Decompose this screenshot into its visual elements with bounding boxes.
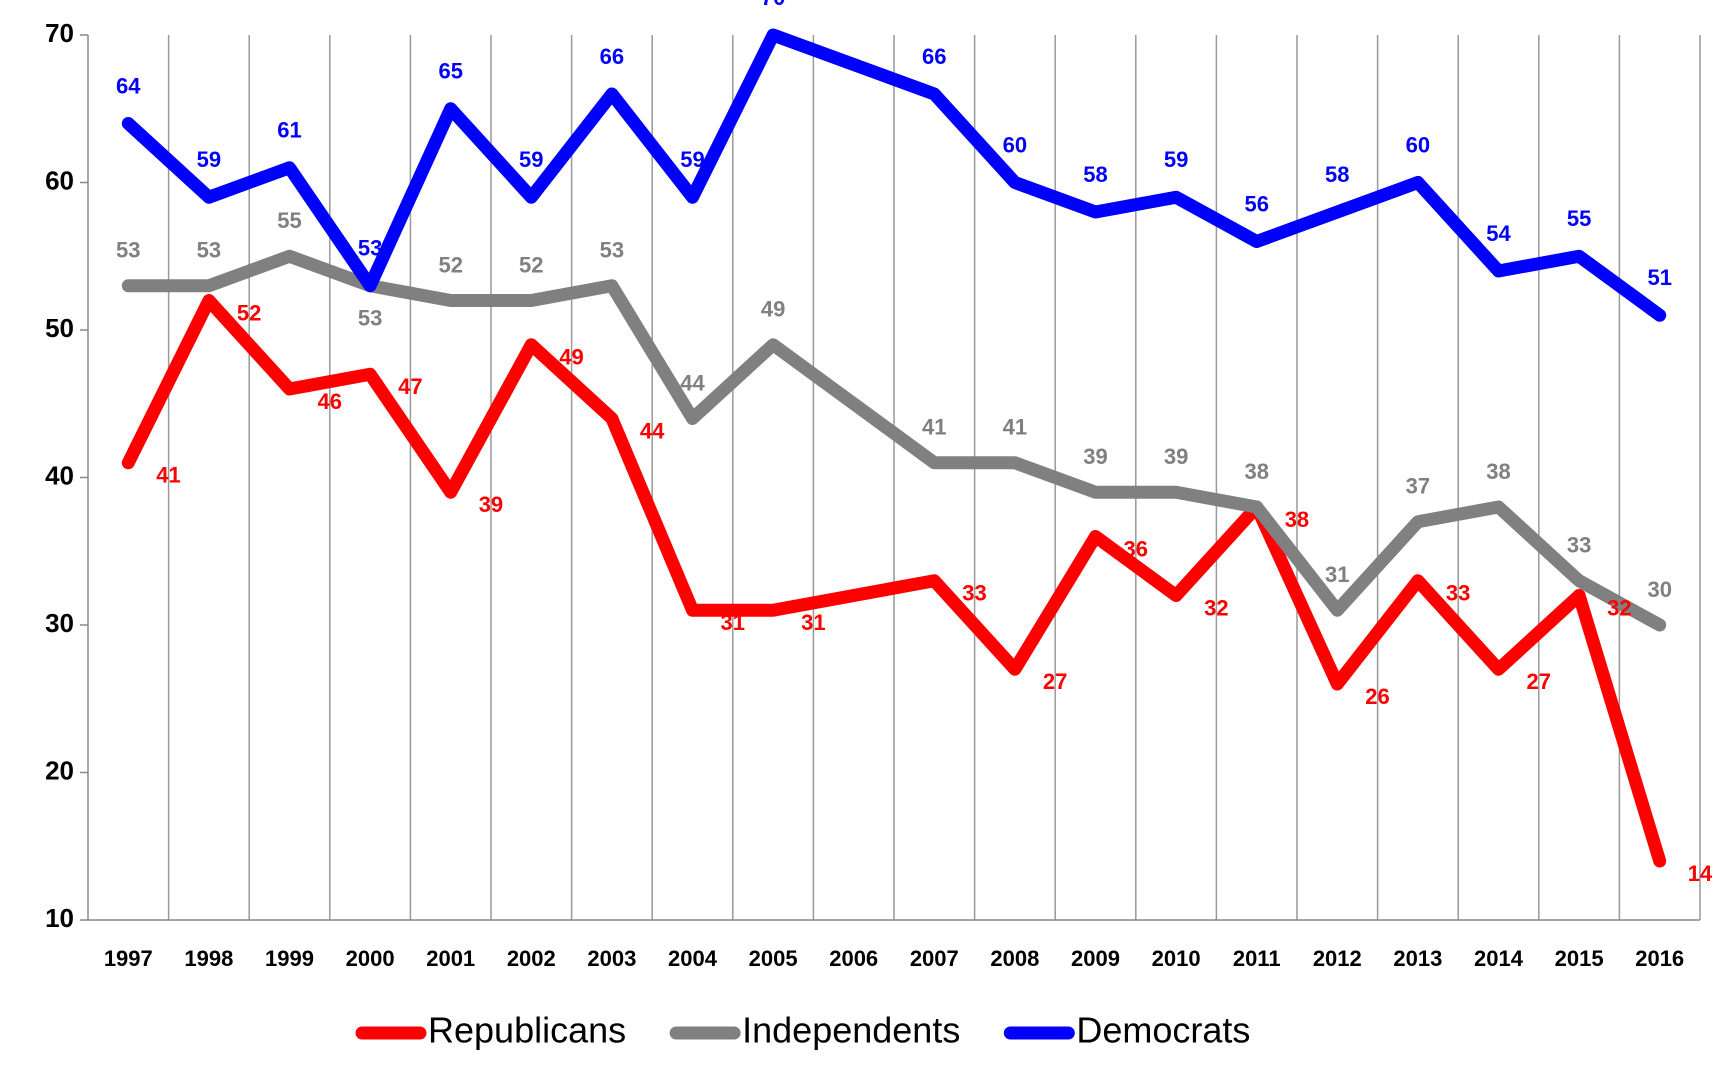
data-label: 52: [438, 252, 462, 277]
y-tick-label: 70: [45, 18, 74, 48]
legend-label: Democrats: [1076, 1010, 1250, 1051]
data-label: 59: [680, 147, 704, 172]
x-tick-label: 2008: [990, 946, 1039, 971]
data-label: 49: [761, 297, 785, 322]
y-tick-label: 10: [45, 903, 74, 933]
data-label: 33: [1446, 581, 1470, 606]
data-label: 70: [761, 0, 785, 10]
data-label: 31: [1325, 562, 1349, 587]
x-tick-label: 2007: [910, 946, 959, 971]
x-tick-label: 2016: [1635, 946, 1684, 971]
data-label: 37: [1406, 474, 1430, 499]
data-label: 41: [1003, 415, 1027, 440]
data-label: 39: [1083, 444, 1107, 469]
x-tick-label: 2009: [1071, 946, 1120, 971]
data-label: 47: [398, 374, 422, 399]
data-label: 38: [1285, 507, 1309, 532]
x-tick-label: 2006: [829, 946, 878, 971]
data-label: 52: [519, 252, 543, 277]
legend-label: Independents: [742, 1010, 960, 1051]
data-label: 51: [1647, 265, 1671, 290]
data-label: 60: [1406, 132, 1430, 157]
y-tick-label: 20: [45, 755, 74, 785]
x-tick-label: 2015: [1555, 946, 1604, 971]
data-label: 53: [358, 306, 382, 331]
data-label: 61: [277, 118, 301, 143]
x-tick-label: 2004: [668, 946, 718, 971]
data-label: 55: [1567, 206, 1591, 231]
data-label: 27: [1043, 669, 1067, 694]
line-democrats: [121, 28, 1667, 322]
data-label: 66: [600, 44, 624, 69]
data-label: 31: [801, 610, 825, 635]
y-tick-label: 50: [45, 313, 74, 343]
data-label: 41: [156, 463, 180, 488]
data-label: 38: [1486, 459, 1510, 484]
data-label: 58: [1083, 162, 1107, 187]
data-label: 41: [922, 415, 946, 440]
x-tick-label: 1999: [265, 946, 314, 971]
data-label: 49: [559, 345, 583, 370]
y-tick-label: 40: [45, 460, 74, 490]
x-tick-label: 2011: [1233, 946, 1281, 971]
data-label: 66: [922, 44, 946, 69]
x-tick-label: 2012: [1313, 946, 1362, 971]
data-label: 32: [1204, 595, 1228, 620]
data-label: 55: [277, 208, 301, 233]
data-label: 33: [1567, 533, 1591, 558]
data-label: 59: [1164, 147, 1188, 172]
y-tick-label: 60: [45, 165, 74, 195]
data-label: 52: [237, 300, 261, 325]
data-label: 32: [1607, 595, 1631, 620]
x-tick-label: 2005: [749, 946, 798, 971]
data-label: 54: [1486, 221, 1511, 246]
data-label: 59: [519, 147, 543, 172]
x-tick-label: 1998: [184, 946, 233, 971]
data-label: 53: [116, 238, 140, 263]
data-label: 56: [1244, 191, 1268, 216]
data-label: 53: [197, 238, 221, 263]
x-tick-label: 2000: [346, 946, 395, 971]
data-label: 14: [1688, 861, 1713, 886]
data-label: 38: [1244, 459, 1268, 484]
data-label: 53: [358, 236, 382, 261]
x-tick-label: 2001: [426, 946, 475, 971]
data-label: 59: [197, 147, 221, 172]
data-label: 30: [1647, 577, 1671, 602]
data-label: 58: [1325, 162, 1349, 187]
x-tick-label: 1997: [104, 946, 153, 971]
legend-label: Republicans: [428, 1010, 626, 1051]
data-label: 39: [1164, 444, 1188, 469]
x-tick-label: 2003: [587, 946, 636, 971]
data-label: 60: [1003, 132, 1027, 157]
data-label: 65: [438, 59, 462, 84]
data-label: 44: [640, 418, 665, 443]
y-tick-label: 30: [45, 608, 74, 638]
x-tick-label: 2013: [1393, 946, 1442, 971]
data-label: 39: [479, 492, 503, 517]
line-republicans: [121, 294, 1667, 868]
data-label: 36: [1124, 536, 1148, 561]
data-label: 53: [600, 238, 624, 263]
data-label: 27: [1527, 669, 1551, 694]
data-label: 33: [962, 581, 986, 606]
data-label: 64: [116, 73, 141, 98]
data-label: 31: [721, 610, 745, 635]
data-label: 46: [318, 389, 342, 414]
x-tick-label: 2014: [1474, 946, 1524, 971]
x-tick-label: 2010: [1152, 946, 1201, 971]
data-label: 26: [1365, 684, 1389, 709]
data-label: 44: [680, 370, 705, 395]
x-tick-label: 2002: [507, 946, 556, 971]
